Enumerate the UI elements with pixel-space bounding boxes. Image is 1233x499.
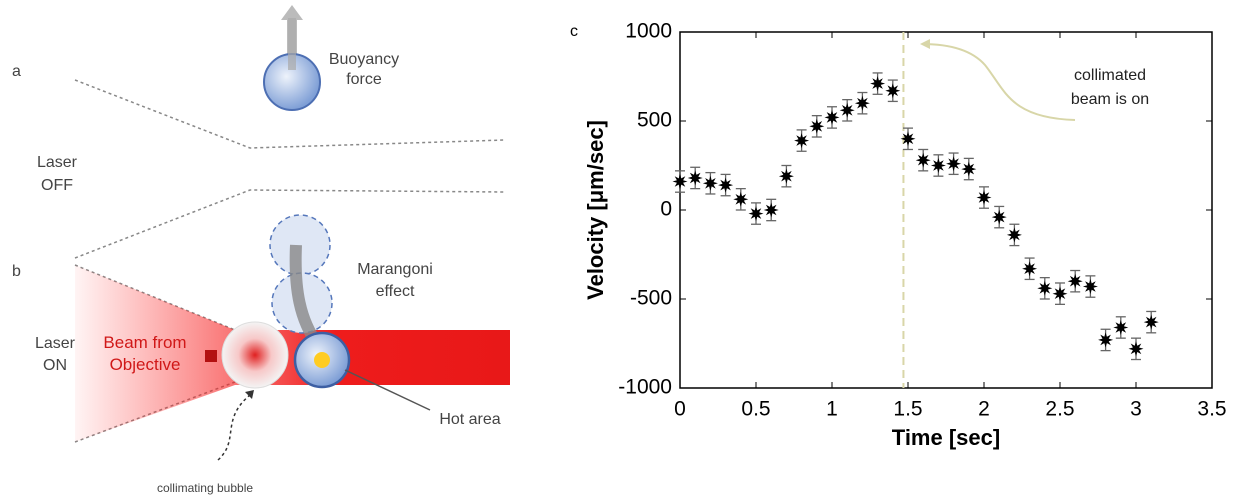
collimating-bubble xyxy=(221,321,289,389)
label-line: Laser xyxy=(37,154,78,171)
label-line: Buoyancy xyxy=(329,51,399,68)
point xyxy=(1022,261,1038,277)
beam-marker xyxy=(205,350,217,362)
point xyxy=(1113,320,1129,335)
label: Laser OFF xyxy=(37,154,78,194)
x-tick-label: 3.5 xyxy=(1197,398,1226,421)
label: Laser ON xyxy=(35,335,76,374)
point xyxy=(748,206,764,222)
point xyxy=(1128,341,1144,357)
label-line: force xyxy=(346,71,382,88)
annotation-line: collimated xyxy=(1074,67,1146,84)
label-line: ON xyxy=(43,357,67,374)
laser-beam xyxy=(75,265,510,442)
point xyxy=(839,102,855,118)
point xyxy=(854,95,870,111)
label-line: Beam from xyxy=(103,333,186,352)
y-axis-title: Velocity [μm/sec] xyxy=(583,120,608,300)
point xyxy=(1098,332,1114,348)
x-tick-label: 3 xyxy=(1130,398,1142,421)
point xyxy=(915,152,931,168)
point xyxy=(778,168,794,184)
label-line: OFF xyxy=(41,177,73,194)
panel-label: b xyxy=(12,263,21,280)
pointer xyxy=(344,369,431,411)
y-tick-label: -1000 xyxy=(618,376,672,399)
x-tick-label: 0 xyxy=(674,398,686,421)
point xyxy=(870,76,886,92)
arrow-head xyxy=(920,39,930,49)
chart: c Time [sec] Velocity [μm/sec] collimate… xyxy=(570,20,1227,450)
y-tick-label: -500 xyxy=(630,287,672,310)
annotation-arrow xyxy=(921,43,1076,121)
annotation-line: beam is on xyxy=(1071,91,1149,108)
label: Marangoni effect xyxy=(357,261,433,300)
label-line: Objective xyxy=(110,355,181,374)
channel-wall xyxy=(74,79,506,149)
point xyxy=(991,209,1007,225)
point xyxy=(702,175,718,191)
panel-label: a xyxy=(12,63,21,80)
label: collimating bubble xyxy=(157,481,253,495)
point xyxy=(718,177,734,193)
x-axis-title: Time [sec] xyxy=(892,425,1000,450)
point xyxy=(1143,314,1159,330)
y-tick-label: 1000 xyxy=(625,20,672,43)
x-tick-label: 0.5 xyxy=(741,398,770,421)
point xyxy=(733,191,749,207)
pointer xyxy=(217,394,251,461)
point xyxy=(1067,273,1083,289)
label-line: Marangoni xyxy=(357,261,433,278)
point xyxy=(976,190,992,205)
label-line: effect xyxy=(376,283,415,300)
y-tick-label: 500 xyxy=(637,109,672,132)
label-line: Laser xyxy=(35,335,76,352)
point xyxy=(824,109,840,125)
y-tick-label: 0 xyxy=(660,198,672,221)
label: Buoyancy force xyxy=(329,51,399,88)
label: Hot area xyxy=(439,411,500,428)
point xyxy=(1006,227,1022,243)
point xyxy=(687,170,703,186)
point xyxy=(809,118,825,134)
point xyxy=(946,156,962,172)
point xyxy=(900,131,916,147)
x-tick-label: 1.5 xyxy=(893,398,922,421)
panel-label: c xyxy=(570,23,578,40)
point xyxy=(1082,279,1098,294)
annotation: collimated beam is on xyxy=(1071,67,1149,108)
point xyxy=(1037,280,1053,296)
point xyxy=(672,174,688,189)
point xyxy=(885,83,901,99)
arrow-head xyxy=(245,390,254,399)
point xyxy=(1052,286,1068,302)
point xyxy=(961,161,977,177)
point xyxy=(930,158,946,173)
hot-spot xyxy=(314,352,330,368)
x-tick-label: 2.5 xyxy=(1045,398,1074,421)
channel-wall xyxy=(74,189,506,259)
arrow-head xyxy=(281,5,303,20)
x-tick-label: 1 xyxy=(826,398,838,421)
point xyxy=(763,202,779,218)
point xyxy=(794,133,810,149)
label: Beam from Objective xyxy=(103,333,186,374)
x-tick-label: 2 xyxy=(978,398,990,421)
